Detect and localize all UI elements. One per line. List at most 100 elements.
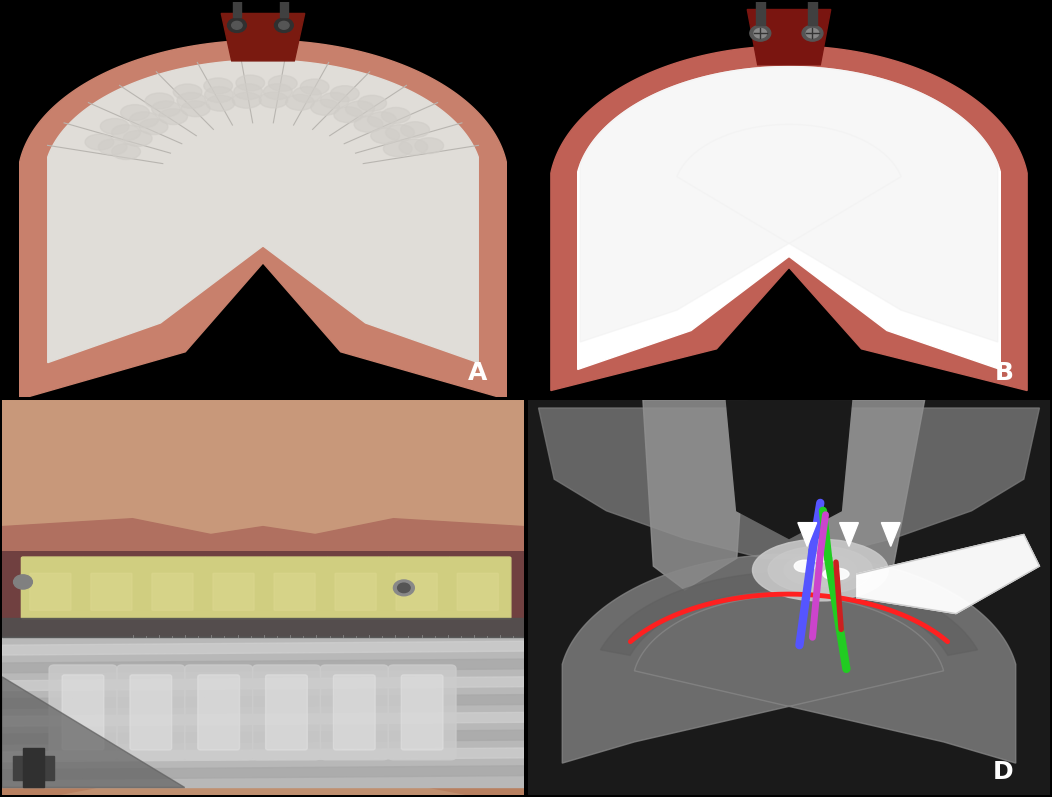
Ellipse shape <box>386 124 414 140</box>
Ellipse shape <box>98 139 127 155</box>
FancyBboxPatch shape <box>185 665 252 760</box>
Polygon shape <box>856 535 1039 614</box>
Ellipse shape <box>784 553 856 587</box>
Bar <box>23 748 44 787</box>
Ellipse shape <box>768 547 872 594</box>
FancyBboxPatch shape <box>117 665 185 760</box>
Circle shape <box>754 29 767 38</box>
FancyBboxPatch shape <box>335 573 377 611</box>
Circle shape <box>393 580 414 596</box>
Polygon shape <box>2 685 524 795</box>
Circle shape <box>279 22 289 29</box>
Ellipse shape <box>204 78 232 94</box>
Ellipse shape <box>112 143 141 159</box>
FancyBboxPatch shape <box>396 573 438 611</box>
Text: A: A <box>468 361 487 385</box>
Ellipse shape <box>333 107 363 123</box>
Ellipse shape <box>206 96 235 111</box>
Polygon shape <box>747 10 831 65</box>
Bar <box>232 0 241 18</box>
Circle shape <box>806 29 818 38</box>
FancyBboxPatch shape <box>265 557 328 618</box>
Text: B: B <box>994 361 1013 385</box>
Ellipse shape <box>159 108 187 124</box>
Polygon shape <box>174 126 352 242</box>
Ellipse shape <box>181 101 210 116</box>
Polygon shape <box>601 572 977 655</box>
Ellipse shape <box>263 84 292 100</box>
Ellipse shape <box>358 96 386 111</box>
Bar <box>280 0 288 18</box>
Ellipse shape <box>812 554 828 562</box>
Ellipse shape <box>232 92 261 108</box>
Circle shape <box>14 575 33 589</box>
Polygon shape <box>2 677 185 787</box>
Polygon shape <box>2 695 524 709</box>
Ellipse shape <box>292 87 321 103</box>
FancyBboxPatch shape <box>21 557 83 618</box>
FancyBboxPatch shape <box>458 573 499 611</box>
Circle shape <box>275 18 294 33</box>
Polygon shape <box>551 46 1027 391</box>
Ellipse shape <box>310 100 340 116</box>
Ellipse shape <box>85 134 114 150</box>
Polygon shape <box>797 523 816 547</box>
FancyBboxPatch shape <box>327 557 389 618</box>
Ellipse shape <box>752 540 888 601</box>
Bar <box>755 0 765 26</box>
Ellipse shape <box>370 128 400 143</box>
Ellipse shape <box>236 75 265 91</box>
FancyBboxPatch shape <box>388 665 457 760</box>
FancyBboxPatch shape <box>274 573 316 611</box>
Polygon shape <box>2 669 524 709</box>
Polygon shape <box>2 638 524 787</box>
Ellipse shape <box>174 84 202 100</box>
Bar <box>808 0 817 26</box>
Ellipse shape <box>123 131 153 147</box>
Ellipse shape <box>112 124 140 140</box>
FancyBboxPatch shape <box>265 675 307 750</box>
Circle shape <box>750 26 771 41</box>
Polygon shape <box>221 14 305 61</box>
Ellipse shape <box>177 92 205 108</box>
Polygon shape <box>2 766 524 779</box>
Polygon shape <box>882 523 901 547</box>
Bar <box>13 756 55 779</box>
Ellipse shape <box>823 568 849 580</box>
Polygon shape <box>2 642 524 655</box>
Circle shape <box>802 26 823 41</box>
Ellipse shape <box>151 101 180 117</box>
Ellipse shape <box>346 101 375 117</box>
Ellipse shape <box>355 116 383 132</box>
FancyBboxPatch shape <box>143 557 205 618</box>
Circle shape <box>231 22 242 29</box>
FancyBboxPatch shape <box>130 675 171 750</box>
Polygon shape <box>643 400 747 590</box>
Ellipse shape <box>399 139 428 155</box>
FancyBboxPatch shape <box>90 573 133 611</box>
Ellipse shape <box>259 92 288 108</box>
FancyBboxPatch shape <box>388 557 450 618</box>
Text: C: C <box>469 760 487 783</box>
Ellipse shape <box>414 138 444 154</box>
Ellipse shape <box>205 87 234 103</box>
Ellipse shape <box>268 76 297 91</box>
Polygon shape <box>47 60 479 363</box>
Polygon shape <box>2 659 524 673</box>
FancyBboxPatch shape <box>252 665 321 760</box>
Polygon shape <box>581 66 997 342</box>
Polygon shape <box>2 400 524 566</box>
Text: D: D <box>993 760 1013 783</box>
FancyBboxPatch shape <box>82 557 144 618</box>
Polygon shape <box>20 40 506 399</box>
FancyBboxPatch shape <box>333 675 376 750</box>
Polygon shape <box>2 677 524 691</box>
Polygon shape <box>2 748 524 762</box>
Polygon shape <box>562 554 1016 764</box>
Ellipse shape <box>300 79 329 95</box>
Polygon shape <box>2 519 524 550</box>
Ellipse shape <box>100 119 129 135</box>
Ellipse shape <box>794 560 815 572</box>
Polygon shape <box>726 400 852 539</box>
FancyBboxPatch shape <box>213 573 255 611</box>
